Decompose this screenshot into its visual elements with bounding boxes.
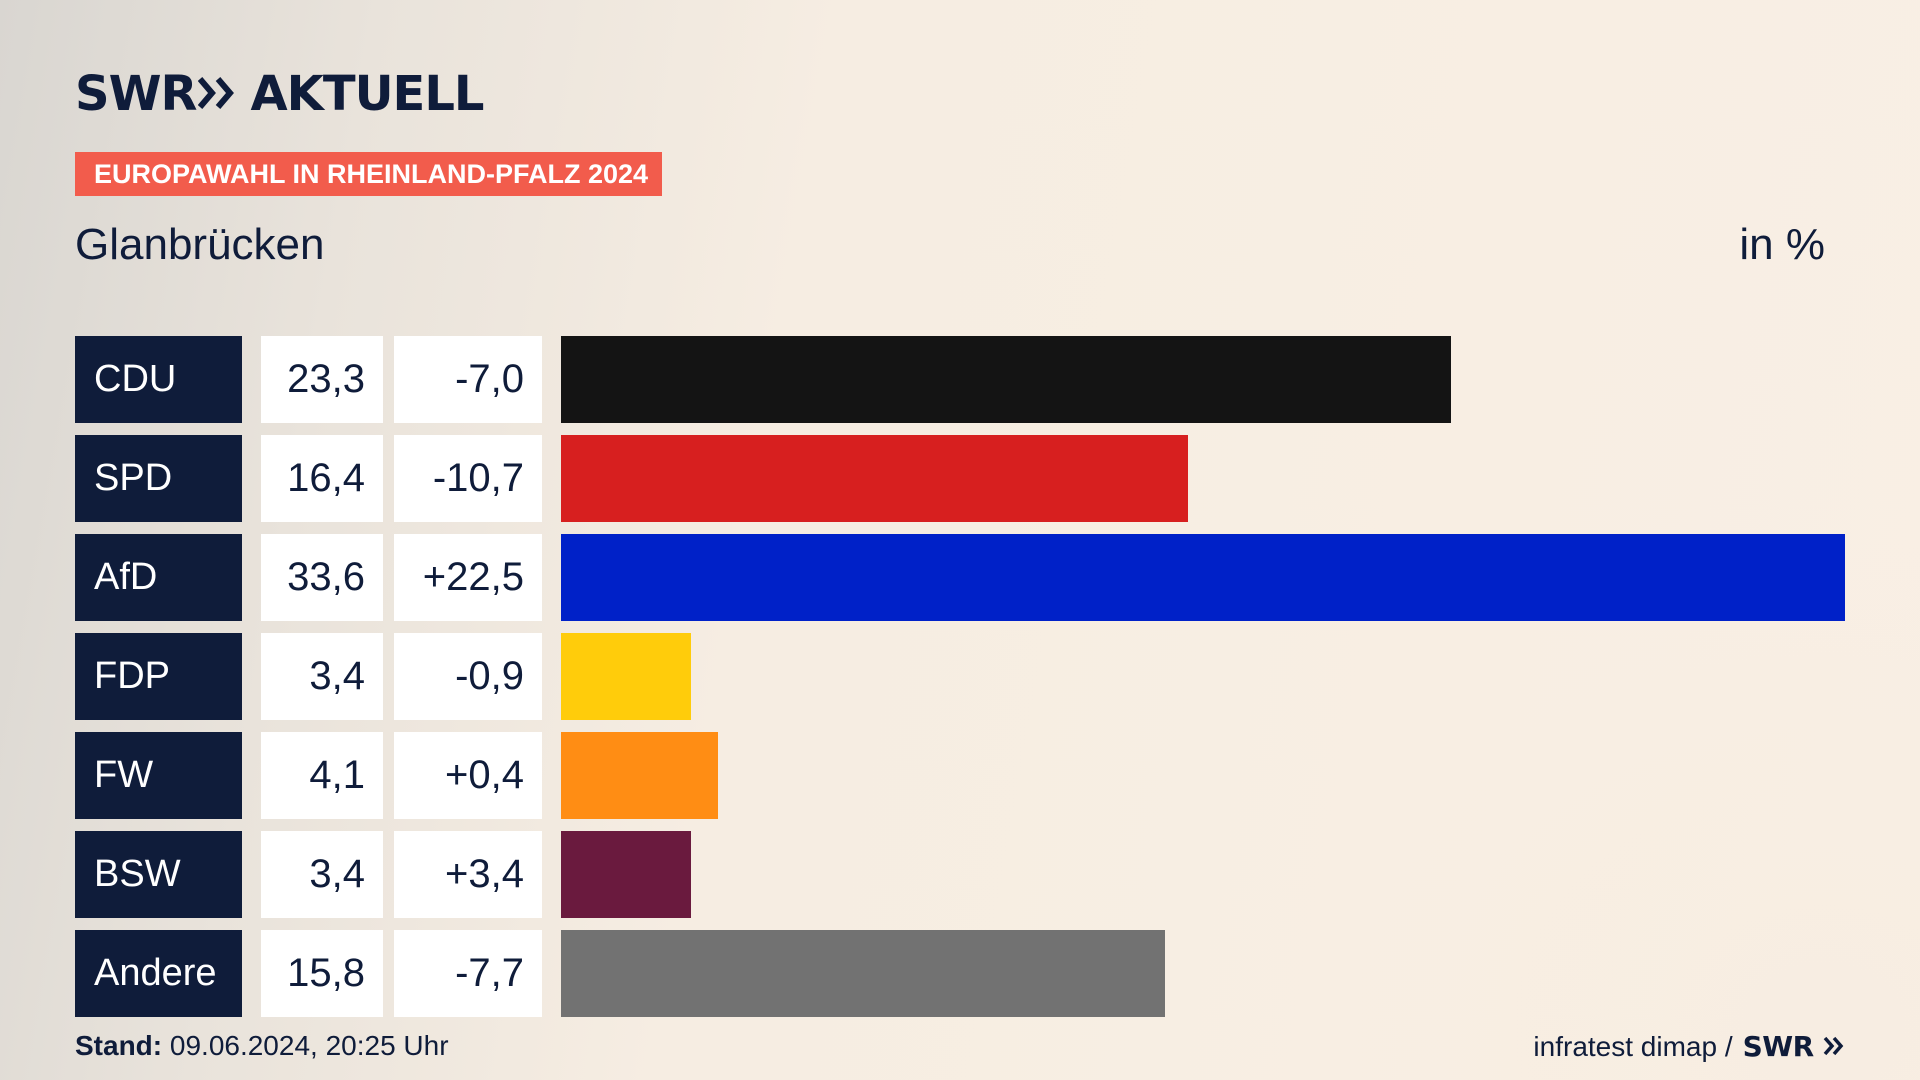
- chart-row: FW 4,1 +0,4: [75, 732, 1845, 819]
- election-tag: EUROPAWAHL IN RHEINLAND-PFALZ 2024: [75, 152, 662, 196]
- party-label: FW: [75, 732, 242, 819]
- diff-label: -7,7: [394, 930, 542, 1017]
- swr-mini-logo: SWR: [1743, 1030, 1845, 1063]
- chart-row: SPD 16,4 -10,7: [75, 435, 1845, 522]
- unit-label: in %: [1739, 220, 1825, 269]
- double-chevron-icon: [198, 66, 238, 122]
- party-label: AfD: [75, 534, 242, 621]
- diff-label: -7,0: [394, 336, 542, 423]
- value-label: 23,3: [261, 336, 383, 423]
- source-credit: infratest dimap / SWR: [1533, 1030, 1845, 1063]
- party-label: BSW: [75, 831, 242, 918]
- value-label: 3,4: [261, 831, 383, 918]
- diff-label: -0,9: [394, 633, 542, 720]
- party-label: CDU: [75, 336, 242, 423]
- diff-label: -10,7: [394, 435, 542, 522]
- chart-row: CDU 23,3 -7,0: [75, 336, 1845, 423]
- bar-afd: [561, 534, 1845, 621]
- bar-fdp: [561, 633, 691, 720]
- source-text: infratest dimap /: [1533, 1030, 1733, 1062]
- value-label: 4,1: [261, 732, 383, 819]
- stand-label: Stand:: [75, 1030, 163, 1061]
- page-title: Glanbrücken: [75, 220, 325, 269]
- bar-andere: [561, 930, 1165, 1017]
- chart-row: FDP 3,4 -0,9: [75, 633, 1845, 720]
- value-label: 16,4: [261, 435, 383, 522]
- logo-swr-text: SWR: [75, 66, 197, 122]
- bar-spd: [561, 435, 1188, 522]
- chart-row: BSW 3,4 +3,4: [75, 831, 1845, 918]
- bar-bsw: [561, 831, 691, 918]
- stand-value: 09.06.2024, 20:25 Uhr: [169, 1030, 449, 1061]
- party-label: FDP: [75, 633, 242, 720]
- party-label: SPD: [75, 435, 242, 522]
- bar-fw: [561, 732, 718, 819]
- value-label: 3,4: [261, 633, 383, 720]
- chart-row: AfD 33,6 +22,5: [75, 534, 1845, 621]
- party-label: Andere: [75, 930, 242, 1017]
- chart-row: Andere 15,8 -7,7: [75, 930, 1845, 1017]
- mini-chevron-icon: [1823, 1036, 1844, 1056]
- timestamp: Stand: 09.06.2024, 20:25 Uhr: [75, 1030, 449, 1062]
- bar-cdu: [561, 336, 1451, 423]
- mini-logo-text: SWR: [1742, 1030, 1815, 1063]
- diff-label: +0,4: [394, 732, 542, 819]
- diff-label: +3,4: [394, 831, 542, 918]
- swr-aktuell-logo: SWR AKTUELL: [75, 66, 485, 122]
- value-label: 33,6: [261, 534, 383, 621]
- diff-label: +22,5: [394, 534, 542, 621]
- value-label: 15,8: [261, 930, 383, 1017]
- logo-aktuell-text: AKTUELL: [250, 66, 484, 122]
